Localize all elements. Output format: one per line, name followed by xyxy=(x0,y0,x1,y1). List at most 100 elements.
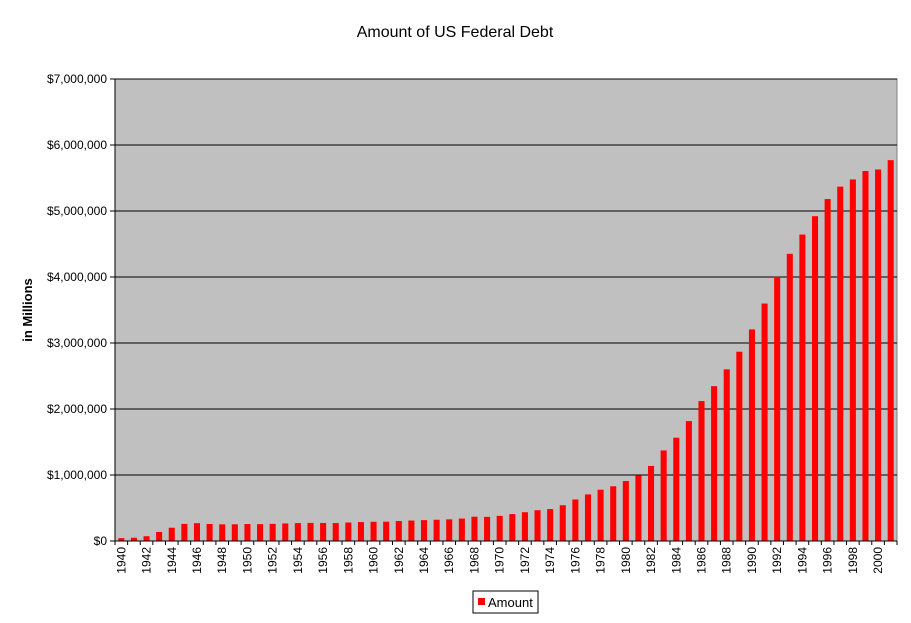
bar-1977 xyxy=(584,494,592,541)
bar-1997 xyxy=(837,186,844,541)
x-tick-label: 1956 xyxy=(316,547,330,574)
y-tick-label: $1,000,000 xyxy=(47,468,107,482)
x-tick-label: 1940 xyxy=(114,547,128,574)
x-tick-label: 1976 xyxy=(568,547,582,574)
x-tick-label: 1968 xyxy=(467,547,481,574)
x-tick-label: 1950 xyxy=(240,547,254,574)
x-tick-label: 2000 xyxy=(871,547,885,574)
x-tick-label: 1980 xyxy=(619,547,633,574)
y-tick-label: $4,000,000 xyxy=(47,270,107,284)
bar-1947 xyxy=(206,524,213,541)
bar-1975 xyxy=(559,505,566,541)
bar-1990 xyxy=(748,329,755,541)
bar-1961 xyxy=(383,521,390,541)
bar-1948 xyxy=(219,524,226,541)
x-tick-label: 1964 xyxy=(417,547,431,574)
x-axis: 1940 1942 1944 1946 1948 1950 1952 1954 1956 1958… xyxy=(114,540,898,574)
x-tick-label: 1978 xyxy=(594,547,608,574)
bar-1946 xyxy=(193,523,201,541)
y-axis: $0 $1,000,000 $2,000,000 $3,000,000 $4,000,0… xyxy=(47,72,116,548)
bar-1993 xyxy=(786,253,793,542)
legend[interactable]: Amount xyxy=(472,590,539,614)
x-tick-label: 1966 xyxy=(442,547,456,574)
bar-1955 xyxy=(307,522,314,541)
bar-1998 xyxy=(849,179,856,541)
x-tick-label: 1948 xyxy=(215,547,229,574)
bar-1983 xyxy=(660,450,667,541)
bar-1954 xyxy=(294,523,301,541)
bar-1971 xyxy=(509,514,516,541)
y-tick-label: $5,000,000 xyxy=(47,204,107,218)
x-tick-label: 1994 xyxy=(795,547,809,574)
bar-1943 xyxy=(156,531,163,541)
x-tick-label: 1958 xyxy=(341,547,355,574)
bar-1962 xyxy=(395,521,402,541)
x-tick-label: 1988 xyxy=(720,547,734,574)
x-tick-label: 1942 xyxy=(140,547,154,574)
x-tick-label: 1990 xyxy=(745,547,759,574)
x-tick-label: 1944 xyxy=(165,547,179,574)
bar-1963 xyxy=(408,520,415,541)
bar-1952 xyxy=(269,523,276,541)
legend-box xyxy=(472,590,539,614)
y-tick-label: $2,000,000 xyxy=(47,402,107,416)
x-tick-label: 1972 xyxy=(518,547,532,574)
bar-1951 xyxy=(257,524,264,541)
bar-1967 xyxy=(458,518,465,541)
x-tick-label: 1960 xyxy=(367,547,381,574)
bar-1991 xyxy=(761,303,768,541)
bar-1999 xyxy=(862,171,869,541)
y-tick-label: $0 xyxy=(94,534,108,548)
bar-2000 xyxy=(875,169,882,541)
bar-1985 xyxy=(685,421,692,541)
x-tick-label: 1984 xyxy=(669,547,683,574)
legend-swatch xyxy=(478,598,485,605)
bar-1957 xyxy=(332,523,339,541)
x-tick-label: 1970 xyxy=(493,547,507,574)
bar-1973 xyxy=(534,510,541,541)
bar-1956 xyxy=(320,522,327,541)
bar-1976 xyxy=(572,499,579,541)
bar-1992 xyxy=(774,276,781,541)
x-tick-label: 1954 xyxy=(291,547,305,574)
bar-1942 xyxy=(143,536,150,541)
bar-1969 xyxy=(484,516,491,541)
bar-1988 xyxy=(723,369,730,541)
bar-2001 xyxy=(887,160,894,541)
y-tick-label: $3,000,000 xyxy=(47,336,107,350)
chart-title: Amount of US Federal Debt xyxy=(357,24,554,41)
bar-1974 xyxy=(547,509,554,541)
bar-1994 xyxy=(799,234,806,541)
bar-1960 xyxy=(370,521,377,541)
bar-1986 xyxy=(698,401,705,541)
x-tick-label: 1952 xyxy=(266,547,280,574)
bar-1959 xyxy=(357,522,364,541)
bar-1964 xyxy=(420,520,428,541)
bar-1944 xyxy=(168,527,175,541)
bar-1941 xyxy=(130,537,137,541)
bar-1972 xyxy=(521,512,528,541)
bar-1953 xyxy=(282,523,289,541)
bar-1989 xyxy=(736,351,743,541)
bar-1984 xyxy=(673,437,680,541)
bar-1940 xyxy=(118,538,125,541)
bar-1950 xyxy=(244,524,251,541)
bar-1982 xyxy=(648,465,655,541)
bar-1958 xyxy=(345,522,352,541)
bar-1978 xyxy=(597,489,604,541)
bar-1968 xyxy=(471,516,478,541)
x-tick-label: 1946 xyxy=(190,547,204,574)
x-tick-label: 1996 xyxy=(821,547,835,574)
bar-1995 xyxy=(811,216,819,542)
bar-1980 xyxy=(622,481,629,541)
bar-1981 xyxy=(635,475,642,541)
x-tick-label: 1992 xyxy=(770,547,784,574)
bar-1987 xyxy=(711,386,718,541)
x-tick-label: 1962 xyxy=(392,547,406,574)
y-tick-label: $6,000,000 xyxy=(47,138,107,152)
x-tick-label: 1986 xyxy=(695,547,709,574)
bar-1949 xyxy=(231,524,238,541)
y-axis-label: in Millions xyxy=(20,278,35,342)
bar-1966 xyxy=(446,519,453,541)
